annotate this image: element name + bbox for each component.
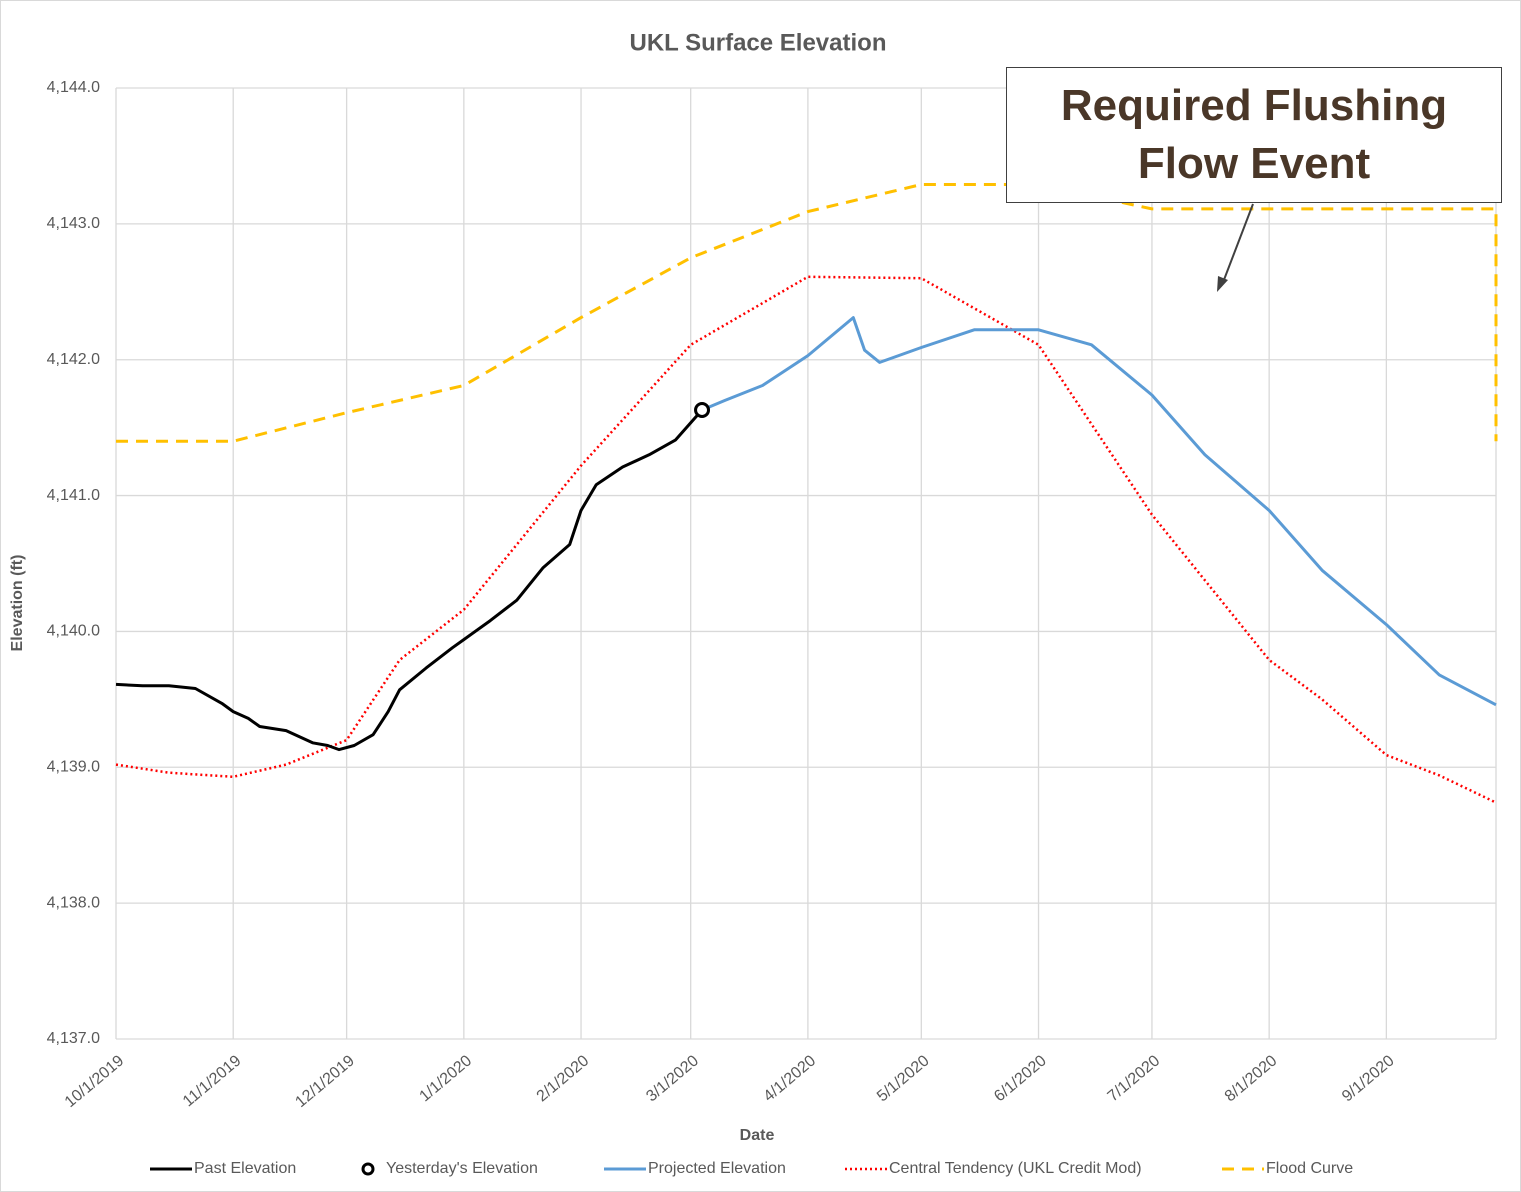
series-line xyxy=(115,275,1497,804)
series-line xyxy=(701,316,1497,707)
legend-label: Flood Curve xyxy=(1266,1160,1353,1177)
y-tick-label: 4,143.0 xyxy=(47,215,100,232)
y-axis-title: Elevation (ft) xyxy=(9,555,26,652)
y-tick-label: 4,139.0 xyxy=(47,759,100,776)
y-tick-label: 4,144.0 xyxy=(47,79,100,96)
series-line xyxy=(115,409,704,752)
point-marker xyxy=(694,401,711,418)
legend-label: Past Elevation xyxy=(194,1160,296,1177)
y-tick-label: 4,137.0 xyxy=(47,1030,100,1047)
plot xyxy=(115,183,1498,804)
y-tick-label: 4,142.0 xyxy=(47,351,100,368)
chart-title: UKL Surface Elevation xyxy=(630,29,887,56)
y-tick-label: 4,141.0 xyxy=(47,487,100,504)
series-line xyxy=(116,183,1498,443)
annotation-arrowhead xyxy=(1217,276,1228,292)
legend-label: Projected Elevation xyxy=(648,1160,786,1177)
y-tick-label: 4,140.0 xyxy=(47,623,100,640)
y-tick-label: 4,138.0 xyxy=(47,894,100,911)
legend-label: Central Tendency (UKL Credit Mod) xyxy=(889,1160,1142,1177)
legend: Past Elevation Yesterday's Elevation Proje… xyxy=(150,1160,1353,1177)
x-axis-title: Date xyxy=(740,1127,775,1144)
annotation-arrow xyxy=(1221,203,1254,286)
legend-marker xyxy=(361,1162,375,1176)
legend-label: Yesterday's Elevation xyxy=(386,1160,538,1177)
annotation-box: Required Flushing Flow Event xyxy=(1006,67,1502,203)
